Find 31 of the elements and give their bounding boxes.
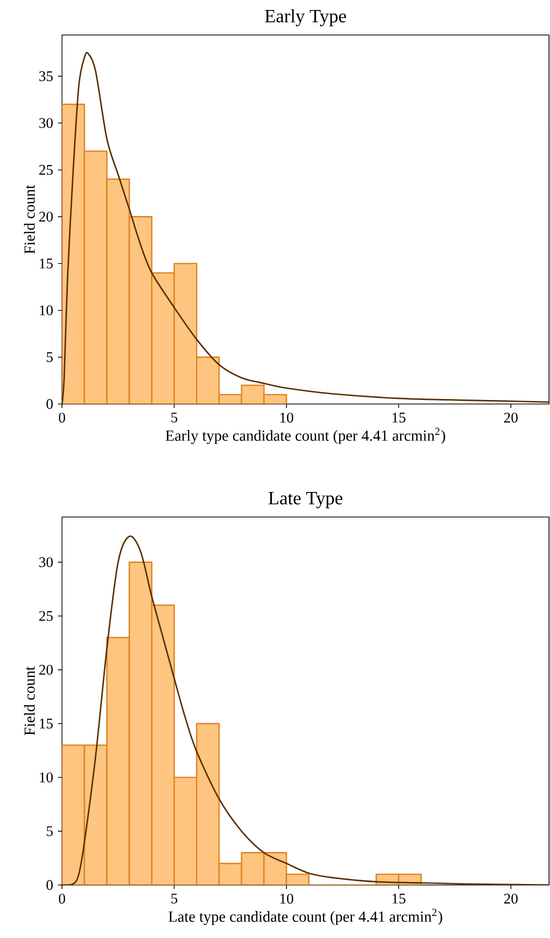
x-tick-label: 5 xyxy=(171,412,178,422)
x-tick-label: 0 xyxy=(58,412,66,423)
x-tick-label: 15 xyxy=(392,894,406,904)
y-tick-label: 20 xyxy=(39,212,53,222)
y-tick-label: 10 xyxy=(40,305,53,316)
y-tick-label: 5 xyxy=(46,826,53,836)
y-tick-label: 30 xyxy=(39,557,53,568)
y-tick-label: 30 xyxy=(39,118,53,128)
y-tick-label: 0 xyxy=(46,880,53,890)
y-axis-title: Field count xyxy=(24,666,35,736)
x-axis-title: Early type candidate count (per 4.41 arcmin$^{2}$) xyxy=(166,428,446,444)
x-tick-label: 10 xyxy=(280,894,294,904)
x-tick-label: 15 xyxy=(392,412,406,423)
y-tick-label: 15 xyxy=(40,258,53,268)
chart-title: Late Type xyxy=(268,492,342,508)
chart-title: Early Type xyxy=(264,9,346,26)
x-tick-label: 20 xyxy=(504,412,518,423)
y-tick-label: 0 xyxy=(46,399,53,409)
y-tick-label: 15 xyxy=(40,718,53,729)
y-tick-label: 5 xyxy=(46,352,53,362)
x-tick-label: 5 xyxy=(171,894,178,904)
y-tick-label: 20 xyxy=(39,664,53,675)
x-tick-label: 0 xyxy=(58,894,66,904)
y-axis-title: Field count xyxy=(24,184,35,254)
y-tick-label: 35 xyxy=(39,71,53,82)
y-tick-label: 10 xyxy=(40,772,53,782)
x-tick-label: 10 xyxy=(280,412,294,423)
x-tick-label: 20 xyxy=(504,894,518,904)
y-tick-label: 25 xyxy=(39,611,53,621)
x-axis-title: Late type candidate count (per 4.41 arcmin$^{2}$) xyxy=(168,908,442,925)
y-tick-label: 25 xyxy=(39,164,53,175)
